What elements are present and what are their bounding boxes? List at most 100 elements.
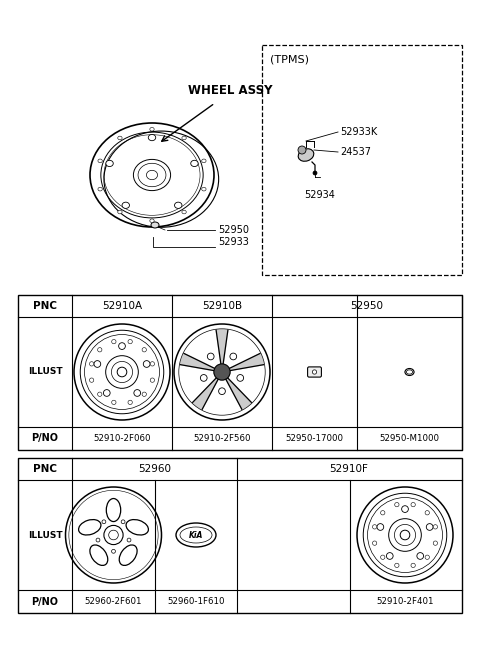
Circle shape <box>381 510 385 515</box>
Ellipse shape <box>405 369 414 375</box>
Ellipse shape <box>150 127 154 131</box>
Text: 52934: 52934 <box>305 190 336 200</box>
FancyBboxPatch shape <box>308 367 322 377</box>
Ellipse shape <box>298 149 314 161</box>
Bar <box>262 45 462 275</box>
Circle shape <box>150 378 155 382</box>
Text: 52910-2F060: 52910-2F060 <box>93 434 151 443</box>
Text: 52950: 52950 <box>350 301 384 311</box>
Circle shape <box>395 502 399 507</box>
Text: ILLUST: ILLUST <box>28 367 62 377</box>
Text: 52960-1F610: 52960-1F610 <box>167 597 225 606</box>
Circle shape <box>142 392 146 396</box>
Circle shape <box>128 400 132 405</box>
Text: 52933: 52933 <box>218 237 249 247</box>
Circle shape <box>395 564 399 567</box>
Text: P/NO: P/NO <box>32 434 59 443</box>
Circle shape <box>121 520 125 523</box>
Circle shape <box>142 348 146 352</box>
Ellipse shape <box>407 370 413 374</box>
Text: (TPMS): (TPMS) <box>270 55 309 65</box>
Text: 24537: 24537 <box>340 147 371 157</box>
Circle shape <box>237 375 244 381</box>
Circle shape <box>298 146 306 154</box>
Circle shape <box>89 378 94 382</box>
Circle shape <box>433 541 438 545</box>
Circle shape <box>372 541 377 545</box>
Circle shape <box>144 361 150 367</box>
Circle shape <box>381 555 385 560</box>
Text: 52910A: 52910A <box>102 301 142 311</box>
Ellipse shape <box>106 160 113 167</box>
Circle shape <box>425 510 430 515</box>
Circle shape <box>230 353 237 360</box>
Ellipse shape <box>202 159 206 163</box>
Text: 52950-17000: 52950-17000 <box>286 434 344 443</box>
Polygon shape <box>216 330 228 364</box>
Bar <box>18 458 462 613</box>
Circle shape <box>200 375 207 381</box>
Text: 52910-2F560: 52910-2F560 <box>193 434 251 443</box>
Circle shape <box>112 339 116 344</box>
Ellipse shape <box>148 134 156 140</box>
Circle shape <box>150 361 155 366</box>
Ellipse shape <box>98 188 102 191</box>
Circle shape <box>377 523 384 530</box>
Text: PNC: PNC <box>33 464 57 474</box>
Ellipse shape <box>150 219 154 222</box>
Circle shape <box>433 525 438 529</box>
Circle shape <box>312 370 317 374</box>
Circle shape <box>134 390 141 396</box>
Circle shape <box>426 523 433 530</box>
Circle shape <box>218 388 226 394</box>
Ellipse shape <box>182 136 186 140</box>
Circle shape <box>102 520 106 523</box>
Circle shape <box>402 506 408 512</box>
Circle shape <box>117 367 127 377</box>
Circle shape <box>127 538 131 542</box>
Circle shape <box>111 550 115 553</box>
Text: 52910F: 52910F <box>329 464 368 474</box>
Polygon shape <box>229 354 264 371</box>
Circle shape <box>97 348 102 352</box>
Ellipse shape <box>151 222 159 228</box>
Text: 52960-2F601: 52960-2F601 <box>85 597 142 606</box>
Circle shape <box>97 392 102 396</box>
Circle shape <box>94 361 101 367</box>
Text: 52950-M1000: 52950-M1000 <box>380 434 440 443</box>
Circle shape <box>103 390 110 396</box>
Text: 52910B: 52910B <box>202 301 242 311</box>
Text: WHEEL ASSY: WHEEL ASSY <box>188 83 272 96</box>
Circle shape <box>372 525 377 529</box>
Circle shape <box>128 339 132 344</box>
Polygon shape <box>192 378 218 409</box>
Circle shape <box>108 530 118 540</box>
Ellipse shape <box>118 136 122 140</box>
Polygon shape <box>180 354 215 371</box>
Circle shape <box>417 552 423 560</box>
Ellipse shape <box>202 188 206 191</box>
Bar <box>18 295 462 450</box>
Circle shape <box>112 400 116 405</box>
Ellipse shape <box>191 160 198 167</box>
Text: KiA: KiA <box>189 531 203 539</box>
Ellipse shape <box>98 159 102 163</box>
Circle shape <box>96 538 100 542</box>
Circle shape <box>119 342 125 350</box>
Text: 52933K: 52933K <box>340 127 377 137</box>
Text: 52960: 52960 <box>138 464 171 474</box>
Circle shape <box>425 555 430 560</box>
Ellipse shape <box>175 202 182 209</box>
Circle shape <box>400 530 410 540</box>
Text: 52950: 52950 <box>218 225 249 235</box>
Text: 52910-2F401: 52910-2F401 <box>376 597 434 606</box>
Text: PNC: PNC <box>33 301 57 311</box>
Circle shape <box>411 502 415 507</box>
Circle shape <box>411 564 415 567</box>
Text: ILLUST: ILLUST <box>28 531 62 539</box>
Ellipse shape <box>118 210 122 214</box>
Ellipse shape <box>146 171 157 180</box>
Ellipse shape <box>182 210 186 214</box>
Circle shape <box>207 353 214 360</box>
Circle shape <box>386 552 393 560</box>
